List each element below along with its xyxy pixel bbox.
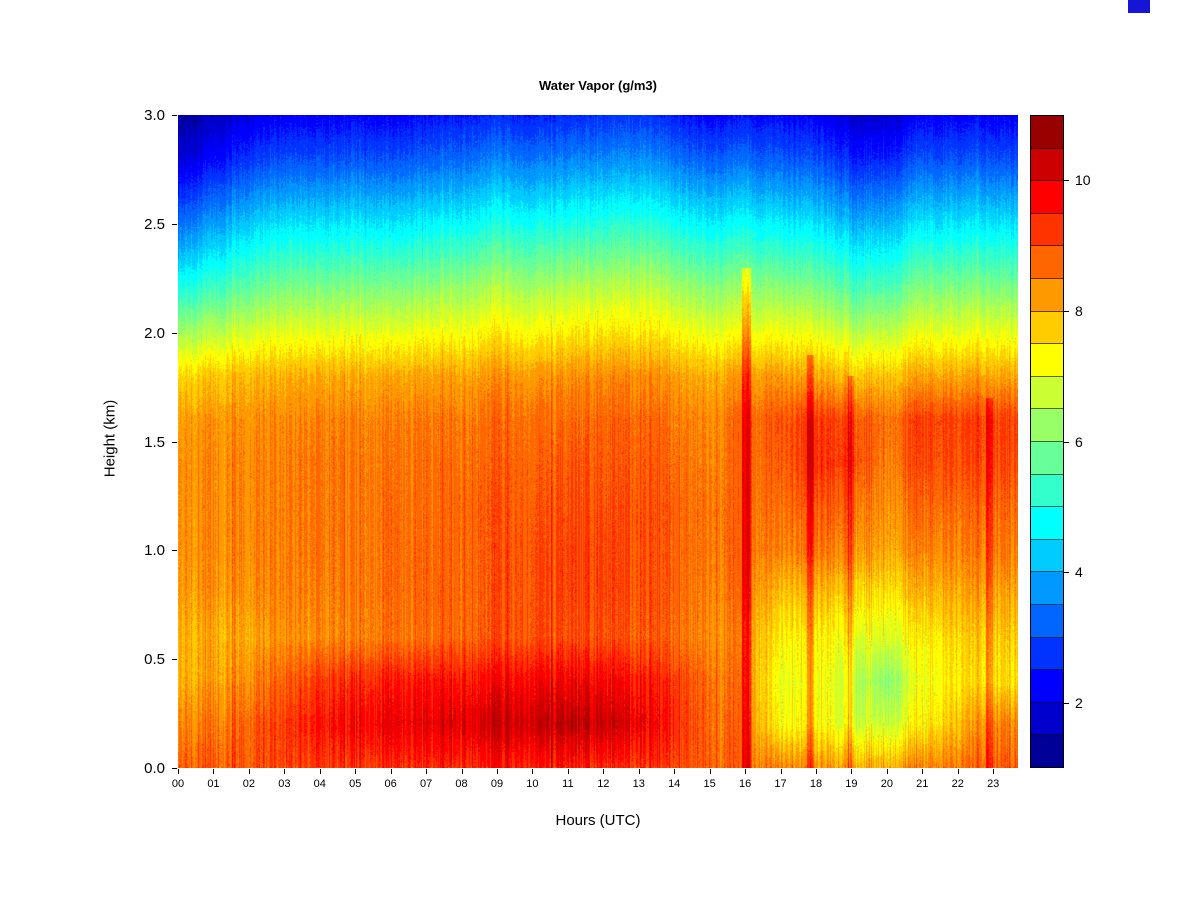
x-tick-mark [248,769,250,774]
x-tick-mark [638,769,640,774]
colorbar-block [1031,181,1063,214]
colorbar-block [1031,148,1063,182]
x-tick-label: 15 [703,778,716,790]
x-tick-label: 12 [597,778,610,790]
heatmap-canvas [178,115,1018,768]
colorbar-block [1031,441,1063,475]
colorbar-block [1031,604,1063,638]
colorbar-tick-mark [1064,441,1069,443]
colorbar-tick-mark [1064,180,1069,182]
colorbar-block [1031,539,1063,573]
colorbar-block [1031,311,1063,345]
x-tick-label: 23 [987,778,1000,790]
colorbar-block [1031,278,1063,312]
x-tick-mark [993,769,995,774]
x-tick-label: 06 [384,778,397,790]
colorbar-tick-label: 10 [1075,172,1091,189]
y-tick-mark [172,659,177,661]
y-tick-label: 3.0 [144,107,165,124]
colorbar-block [1031,213,1063,247]
x-tick-label: 03 [278,778,291,790]
colorbar-block [1031,116,1063,149]
chart-title: Water Vapor (g/m3) [539,78,657,93]
y-tick-mark [172,223,177,225]
x-tick-mark [674,769,676,774]
x-tick-label: 19 [845,778,858,790]
y-tick-mark [172,441,177,443]
x-tick-mark [886,769,888,774]
x-tick-label: 00 [171,778,185,790]
colorbar-block [1031,507,1063,540]
y-axis-label: Height (km) [101,399,119,478]
x-tick-mark [390,769,392,774]
x-tick-mark [603,769,605,774]
colorbar-block [1031,474,1063,508]
y-tick-mark [172,550,177,552]
y-tick-label: 0.5 [144,651,165,669]
x-tick-mark [426,769,428,774]
colorbar-tick-mark [1064,702,1069,704]
x-tick-mark [532,769,534,774]
x-tick-mark [496,769,498,774]
x-tick-label: 18 [809,778,823,790]
x-tick-label: 02 [242,778,255,790]
colorbar-block [1031,670,1063,703]
x-tick-mark [319,769,321,774]
x-tick-label: 11 [562,778,574,790]
colorbar-block [1031,572,1063,605]
x-tick-label: 10 [526,778,539,790]
x-tick-mark [709,769,711,774]
x-tick-label: 20 [880,778,893,790]
colorbar-tick-mark [1064,310,1069,312]
x-tick-mark [178,769,179,774]
colorbar-block [1031,376,1063,410]
y-tick-mark [172,332,177,334]
colorbar-tick-label: 8 [1075,302,1083,319]
x-tick-mark [851,769,853,774]
y-tick-mark [172,768,177,769]
x-tick-label: 05 [349,778,362,790]
y-tick-label: 1.0 [144,542,165,560]
colorbar-tick-label: 4 [1075,564,1083,581]
x-tick-mark [213,769,215,774]
x-tick-mark [284,769,286,774]
corner-artifact [1128,0,1150,13]
x-tick-mark [745,769,747,774]
x-tick-mark [461,769,463,774]
colorbar-block [1031,246,1063,279]
y-tick-label: 2.0 [144,324,165,342]
x-axis-label: Hours (UTC) [555,812,641,829]
x-tick-mark [922,769,924,774]
colorbar-block [1031,344,1063,377]
x-tick-mark [780,769,782,774]
y-tick-label: 2.5 [144,215,165,233]
colorbar [1030,115,1064,768]
y-tick-mark [172,115,177,116]
x-tick-label: 17 [774,778,787,790]
x-tick-label: 04 [313,778,326,790]
y-tick-label: 1.5 [144,433,165,451]
colorbar-block [1031,702,1063,736]
x-tick-mark [815,769,817,774]
x-tick-label: 14 [668,778,681,790]
x-tick-label: 16 [738,778,752,790]
colorbar-block [1031,637,1063,671]
colorbar-tick-label: 2 [1075,694,1083,711]
x-tick-mark [567,769,569,774]
colorbar-block [1031,735,1063,767]
x-tick-label: 07 [419,778,433,790]
x-tick-label: 21 [916,778,929,790]
x-tick-label: 01 [207,778,220,790]
colorbar-block [1031,409,1063,442]
colorbar-tick-mark [1064,572,1069,574]
x-tick-mark [957,769,959,774]
x-tick-label: 08 [455,778,468,790]
x-tick-mark [355,769,357,774]
x-tick-label: 22 [951,778,964,790]
y-tick-label: 0.0 [144,760,165,777]
colorbar-tick-label: 6 [1075,433,1083,450]
x-tick-label: 13 [632,778,645,790]
x-tick-label: 09 [490,778,504,790]
